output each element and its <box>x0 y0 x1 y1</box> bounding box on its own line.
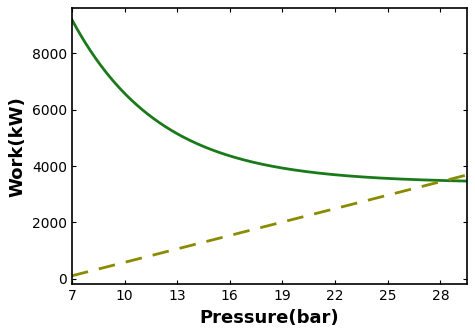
X-axis label: Pressure(bar): Pressure(bar) <box>200 309 339 327</box>
Y-axis label: Work(kW): Work(kW) <box>9 96 26 197</box>
